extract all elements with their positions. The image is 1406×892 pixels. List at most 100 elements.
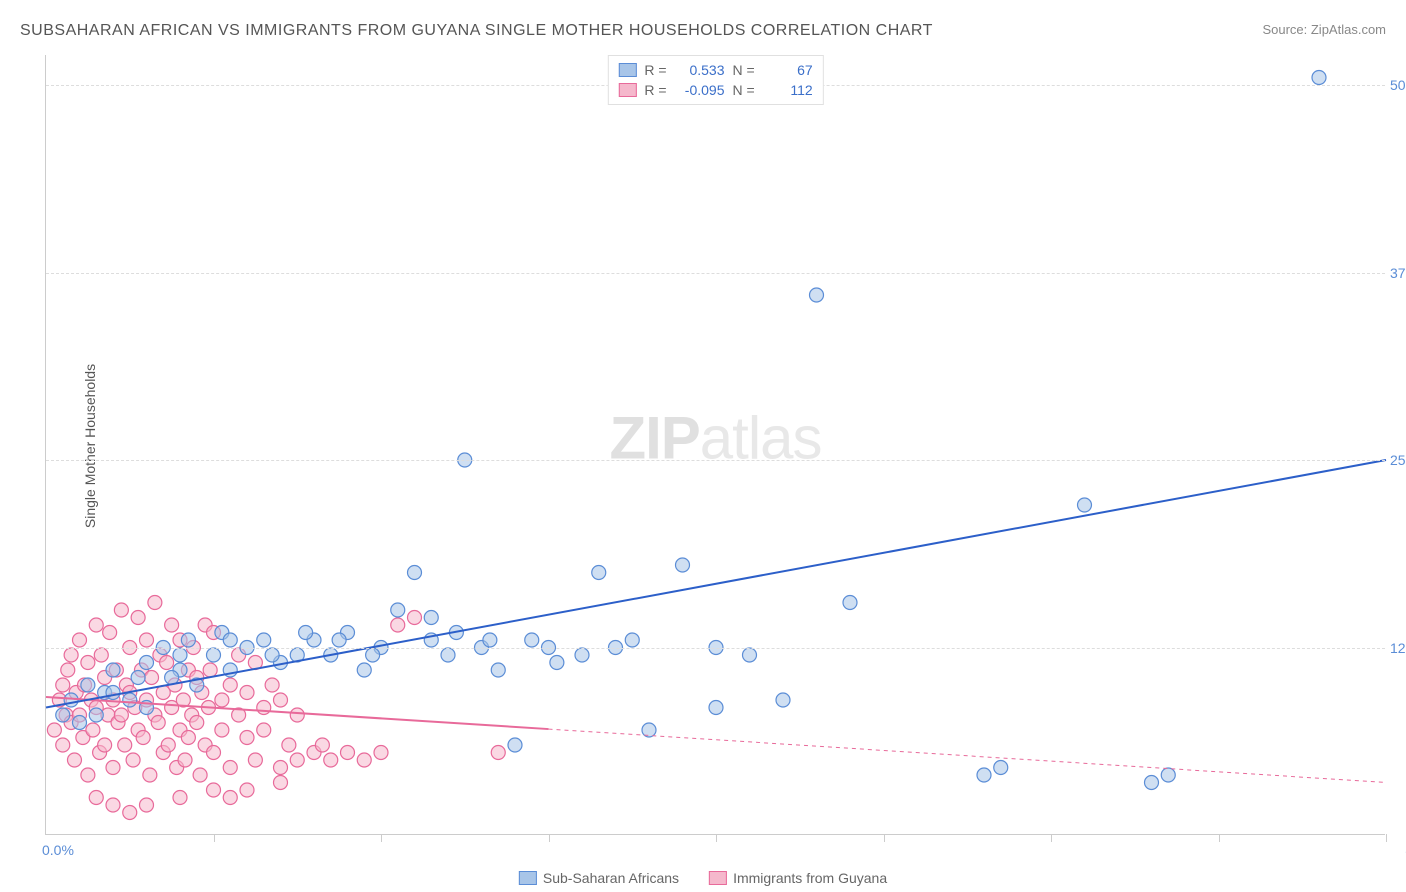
- scatter-point: [1145, 776, 1159, 790]
- scatter-point: [165, 618, 179, 632]
- x-tick: [1386, 834, 1387, 842]
- legend-swatch-blue: [618, 63, 636, 77]
- scatter-point: [282, 738, 296, 752]
- correlation-legend: R = 0.533 N = 67 R = -0.095 N = 112: [607, 55, 823, 105]
- scatter-point: [257, 701, 271, 715]
- scatter-point: [290, 753, 304, 767]
- scatter-point: [265, 648, 279, 662]
- scatter-point: [341, 746, 355, 760]
- plot-area: ZIPatlas R = 0.533 N = 67 R = -0.095 N =…: [45, 55, 1385, 835]
- scatter-point: [357, 663, 371, 677]
- x-tick: [549, 834, 550, 842]
- scatter-point: [299, 626, 313, 640]
- scatter-point: [207, 746, 221, 760]
- scatter-point: [223, 791, 237, 805]
- scatter-point: [994, 761, 1008, 775]
- legend-swatch-blue-bottom: [519, 871, 537, 885]
- scatter-point: [56, 678, 70, 692]
- legend-label-blue: Sub-Saharan Africans: [543, 870, 679, 886]
- scatter-point: [357, 753, 371, 767]
- scatter-point: [73, 716, 87, 730]
- x-tick: [884, 834, 885, 842]
- scatter-point: [173, 648, 187, 662]
- scatter-point: [248, 753, 262, 767]
- y-tick-label: 37.5%: [1390, 265, 1406, 281]
- y-tick-label: 50.0%: [1390, 77, 1406, 93]
- scatter-point: [126, 753, 140, 767]
- scatter-point: [140, 656, 154, 670]
- legend-item-blue: Sub-Saharan Africans: [519, 870, 679, 886]
- scatter-point: [140, 633, 154, 647]
- gridline: [46, 273, 1385, 274]
- scatter-point: [274, 761, 288, 775]
- scatter-point: [550, 656, 564, 670]
- source-label: Source: ZipAtlas.com: [1262, 22, 1386, 37]
- scatter-point: [1312, 71, 1326, 85]
- scatter-point: [160, 656, 174, 670]
- scatter-point: [64, 648, 78, 662]
- trend-line-dashed: [549, 729, 1387, 782]
- scatter-point: [491, 746, 505, 760]
- scatter-point: [56, 738, 70, 752]
- scatter-point: [274, 776, 288, 790]
- scatter-point: [47, 723, 61, 737]
- scatter-point: [123, 693, 137, 707]
- scatter-point: [592, 566, 606, 580]
- scatter-point: [151, 716, 165, 730]
- scatter-point: [140, 798, 154, 812]
- trend-line: [46, 460, 1386, 708]
- scatter-point: [575, 648, 589, 662]
- scatter-point: [257, 633, 271, 647]
- scatter-point: [642, 723, 656, 737]
- legend-item-pink: Immigrants from Guyana: [709, 870, 887, 886]
- scatter-point: [408, 566, 422, 580]
- scatter-point: [143, 768, 157, 782]
- scatter-point: [391, 603, 405, 617]
- scatter-point: [94, 648, 108, 662]
- legend-swatch-pink-bottom: [709, 871, 727, 885]
- legend-row-blue: R = 0.533 N = 67: [618, 60, 812, 80]
- series-legend: Sub-Saharan Africans Immigrants from Guy…: [519, 870, 887, 886]
- scatter-point: [81, 768, 95, 782]
- scatter-point: [89, 791, 103, 805]
- scatter-point: [625, 633, 639, 647]
- scatter-point: [424, 611, 438, 625]
- chart-title: SUBSAHARAN AFRICAN VS IMMIGRANTS FROM GU…: [20, 22, 933, 40]
- scatter-point: [106, 663, 120, 677]
- scatter-point: [332, 633, 346, 647]
- scatter-point: [64, 693, 78, 707]
- scatter-point: [203, 663, 217, 677]
- scatter-point: [223, 633, 237, 647]
- scatter-point: [215, 723, 229, 737]
- scatter-point: [265, 678, 279, 692]
- scatter-point: [676, 558, 690, 572]
- r-value-pink: -0.095: [675, 82, 725, 98]
- scatter-point: [274, 693, 288, 707]
- scatter-point: [215, 693, 229, 707]
- scatter-point: [86, 723, 100, 737]
- scatter-point: [366, 648, 380, 662]
- scatter-point: [391, 618, 405, 632]
- scatter-point: [123, 806, 137, 820]
- scatter-point: [257, 723, 271, 737]
- scatter-point: [106, 798, 120, 812]
- scatter-point: [118, 738, 132, 752]
- legend-row-pink: R = -0.095 N = 112: [618, 80, 812, 100]
- gridline: [46, 460, 1385, 461]
- x-tick: [1219, 834, 1220, 842]
- scatter-point: [977, 768, 991, 782]
- scatter-point: [1161, 768, 1175, 782]
- scatter-point: [81, 656, 95, 670]
- scatter-point: [136, 731, 150, 745]
- scatter-point: [223, 678, 237, 692]
- scatter-point: [89, 708, 103, 722]
- scatter-point: [193, 768, 207, 782]
- scatter-point: [73, 633, 87, 647]
- scatter-point: [240, 686, 254, 700]
- x-tick: [716, 834, 717, 842]
- x-tick: [214, 834, 215, 842]
- scatter-point: [61, 663, 75, 677]
- scatter-point: [709, 701, 723, 715]
- y-tick-label: 12.5%: [1390, 640, 1406, 656]
- scatter-point: [181, 633, 195, 647]
